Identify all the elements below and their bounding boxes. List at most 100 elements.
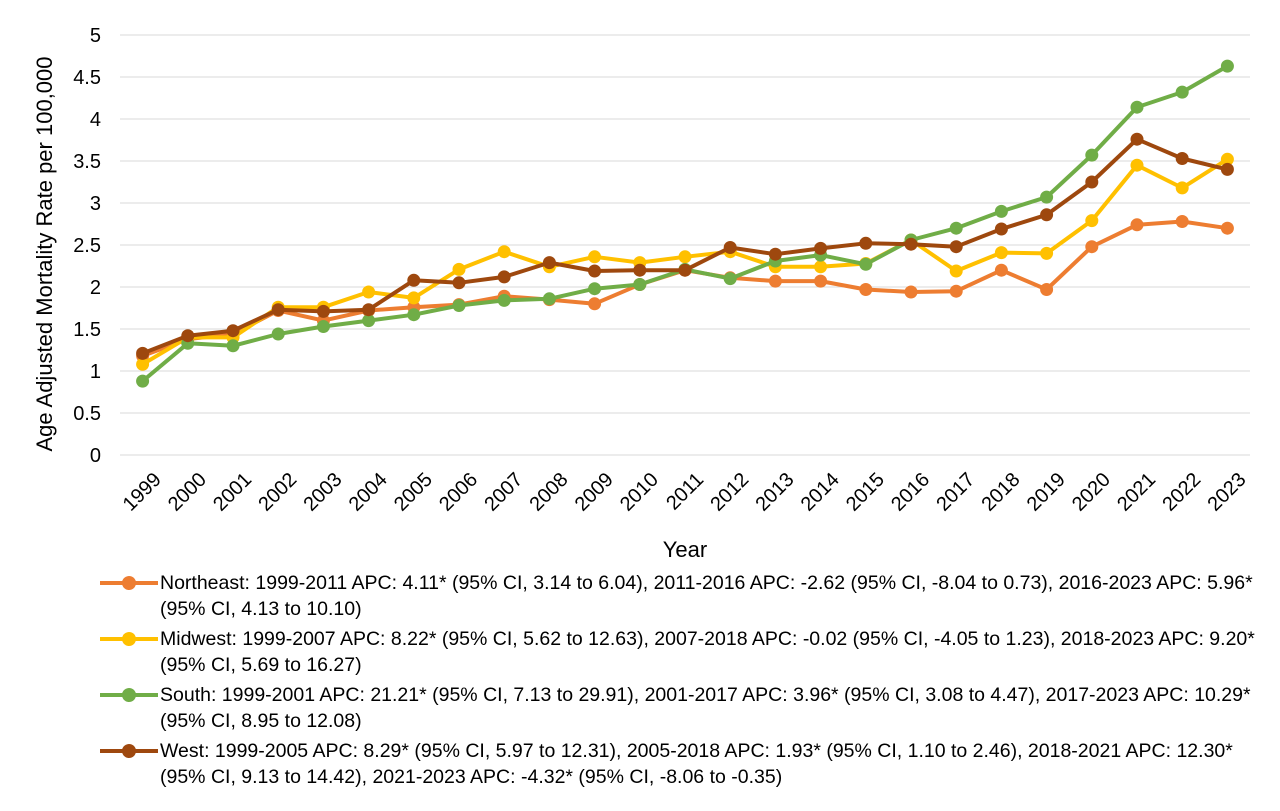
data-point-west: [678, 263, 692, 277]
data-point-west: [633, 263, 647, 277]
data-point-northeast: [768, 274, 782, 288]
data-point-northeast: [1085, 240, 1099, 254]
x-tick-label: 2009: [571, 469, 618, 516]
x-tick-label: 1999: [119, 469, 166, 516]
data-point-south: [949, 221, 963, 235]
legend-item-west: West: 1999-2005 APC: 8.29* (95% CI, 5.97…: [100, 738, 1270, 790]
data-point-midwest: [678, 250, 692, 264]
legend-marker-south: [100, 688, 158, 702]
x-tick-label: 2004: [345, 469, 392, 516]
data-point-south: [362, 314, 376, 328]
x-tick-label: 2023: [1204, 469, 1251, 516]
legend-marker-west: [100, 744, 158, 758]
data-point-west: [859, 236, 873, 250]
data-point-west: [407, 273, 421, 287]
data-point-midwest: [1040, 246, 1054, 260]
data-point-west: [136, 346, 150, 360]
data-point-south: [1130, 100, 1144, 114]
data-point-south: [1040, 190, 1054, 204]
data-point-west: [723, 241, 737, 254]
data-point-south: [859, 257, 873, 271]
data-point-midwest: [136, 357, 150, 371]
data-point-west: [271, 303, 285, 317]
x-tick-label: 2006: [435, 469, 482, 516]
legend-marker-northeast: [100, 576, 158, 590]
data-point-south: [497, 293, 511, 307]
series-midwest: [136, 152, 1234, 371]
x-tick-label: 2007: [480, 469, 527, 516]
x-tick-label: 2002: [254, 469, 301, 516]
data-point-west: [768, 247, 782, 261]
x-axis-ticks: 1999200020012002200320042005200620072008…: [119, 469, 1251, 516]
data-point-northeast: [1130, 218, 1144, 232]
line-chart: 00.511.522.533.544.55 199920002001200220…: [32, 25, 1251, 562]
legend-label-south: South: 1999-2001 APC: 21.21* (95% CI, 7.…: [160, 684, 1251, 732]
data-point-south: [1175, 85, 1189, 99]
data-point-midwest: [814, 260, 828, 274]
data-point-west: [588, 264, 602, 278]
legend-label-northeast: Northeast: 1999-2011 APC: 4.11* (95% CI,…: [160, 572, 1253, 620]
y-tick-label: 3.5: [73, 151, 101, 173]
data-point-south: [1220, 59, 1234, 73]
data-point-midwest: [362, 285, 376, 299]
data-point-south: [1085, 148, 1099, 162]
x-tick-label: 2010: [616, 469, 663, 516]
data-point-west: [497, 270, 511, 284]
data-point-midwest: [1175, 181, 1189, 195]
data-point-midwest: [1220, 152, 1234, 166]
data-point-midwest: [1085, 214, 1099, 228]
x-tick-label: 2003: [300, 469, 347, 516]
data-point-northeast: [949, 284, 963, 298]
legend: Northeast: 1999-2011 APC: 4.11* (95% CI,…: [100, 570, 1270, 794]
data-point-south: [136, 374, 150, 388]
data-point-northeast: [859, 283, 873, 296]
x-tick-label: 2017: [932, 469, 979, 516]
legend-label-midwest: Midwest: 1999-2007 APC: 8.22* (95% CI, 5…: [160, 628, 1255, 676]
data-point-northeast: [994, 263, 1008, 277]
legend-item-south: South: 1999-2001 APC: 21.21* (95% CI, 7.…: [100, 682, 1270, 734]
data-point-west: [316, 304, 330, 318]
data-point-west: [226, 324, 240, 338]
data-point-south: [633, 278, 647, 291]
x-tick-label: 2000: [164, 469, 211, 516]
data-point-west: [904, 237, 918, 251]
legend-item-midwest: Midwest: 1999-2007 APC: 8.22* (95% CI, 5…: [100, 626, 1270, 678]
x-axis-title: Year: [663, 537, 707, 562]
x-tick-label: 2022: [1158, 469, 1205, 516]
x-tick-label: 2013: [752, 469, 799, 516]
data-point-west: [949, 240, 963, 254]
x-tick-label: 2015: [842, 469, 889, 516]
data-point-midwest: [407, 291, 421, 305]
y-tick-label: 3: [90, 193, 101, 215]
series-line-west: [140, 137, 1230, 356]
data-point-west: [181, 329, 195, 343]
y-tick-label: 4: [90, 109, 101, 131]
data-point-northeast: [1040, 283, 1054, 296]
legend-label-west: West: 1999-2005 APC: 8.29* (95% CI, 5.97…: [160, 740, 1233, 788]
data-point-midwest: [994, 246, 1008, 260]
data-point-midwest: [497, 245, 511, 259]
x-tick-label: 2014: [797, 469, 844, 516]
data-point-south: [407, 308, 421, 322]
data-point-midwest: [588, 250, 602, 264]
series-west: [136, 132, 1234, 360]
data-point-west: [1085, 175, 1099, 189]
x-tick-label: 2005: [390, 469, 437, 516]
x-tick-label: 2019: [1023, 469, 1070, 516]
x-tick-label: 2016: [887, 469, 934, 516]
x-tick-label: 2008: [526, 469, 573, 516]
data-point-northeast: [1220, 221, 1234, 235]
data-point-midwest: [1130, 158, 1144, 172]
data-point-west: [452, 276, 466, 290]
series-line-south: [140, 64, 1230, 384]
y-axis-title: Age Adjusted Mortality Rate per 100,000: [32, 56, 57, 451]
data-point-south: [316, 320, 330, 333]
gridlines: [120, 34, 1250, 414]
data-point-south: [226, 339, 240, 353]
x-tick-label: 2020: [1068, 469, 1115, 516]
data-point-midwest: [452, 262, 466, 276]
y-tick-label: 5: [90, 25, 101, 47]
data-point-northeast: [1175, 215, 1189, 228]
data-point-west: [1130, 132, 1144, 146]
x-tick-label: 2001: [209, 469, 256, 516]
